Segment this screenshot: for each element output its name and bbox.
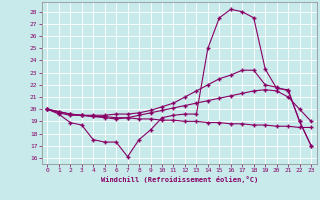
X-axis label: Windchill (Refroidissement éolien,°C): Windchill (Refroidissement éolien,°C) <box>100 176 258 183</box>
